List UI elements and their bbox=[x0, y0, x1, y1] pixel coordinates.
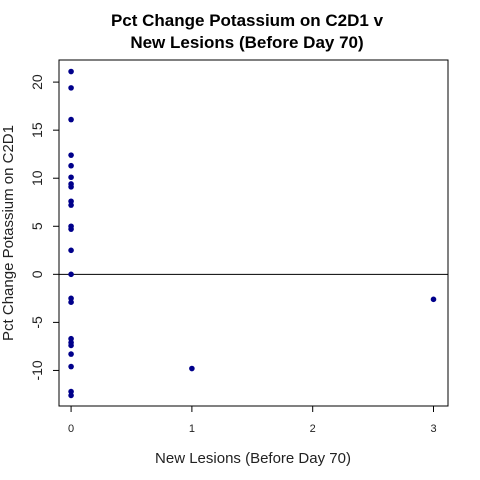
data-point bbox=[68, 116, 74, 123]
data-point bbox=[68, 299, 74, 306]
data-point bbox=[68, 226, 74, 232]
y-axis-label: Pct Change Potassium on C2D1 bbox=[0, 125, 17, 341]
data-point bbox=[68, 351, 74, 357]
data-point bbox=[68, 388, 74, 395]
data-point bbox=[68, 363, 74, 370]
data-point bbox=[68, 271, 74, 278]
x-tick-label: 2 bbox=[310, 423, 316, 435]
x-tick-label: 3 bbox=[430, 423, 436, 435]
data-point bbox=[189, 365, 195, 372]
data-point bbox=[430, 296, 437, 303]
data-point bbox=[68, 162, 74, 169]
chart-title-line-1: Pct Change Potassium on C2D1 v bbox=[111, 11, 384, 30]
data-points bbox=[68, 68, 437, 399]
data-point bbox=[68, 85, 74, 91]
data-point bbox=[68, 392, 74, 399]
y-tick-label: 10 bbox=[29, 170, 45, 186]
plot-frame bbox=[58, 59, 449, 407]
data-point bbox=[68, 174, 74, 181]
y-tick-label: 0 bbox=[29, 270, 45, 278]
data-point bbox=[68, 68, 74, 75]
y-tick-label: -10 bbox=[29, 360, 45, 380]
x-tick-label: 1 bbox=[189, 423, 195, 435]
data-point bbox=[68, 295, 74, 302]
data-point bbox=[68, 202, 74, 208]
x-axis: 0 1 2 3 bbox=[68, 406, 437, 435]
y-tick-label: 15 bbox=[29, 122, 45, 138]
y-axis: -10 -5 0 5 10 15 20 bbox=[29, 74, 59, 381]
data-point bbox=[68, 342, 74, 349]
y-tick-label: 20 bbox=[29, 74, 45, 90]
data-point bbox=[68, 247, 74, 254]
y-tick-label: -5 bbox=[29, 316, 45, 329]
y-tick-label: 5 bbox=[29, 222, 45, 230]
data-point bbox=[68, 198, 74, 205]
data-point bbox=[68, 152, 74, 158]
x-axis-label: New Lesions (Before Day 70) bbox=[155, 450, 351, 467]
chart-title-line-2: New Lesions (Before Day 70) bbox=[130, 33, 363, 52]
data-point bbox=[68, 184, 74, 190]
x-tick-label: 0 bbox=[68, 423, 74, 435]
data-point bbox=[68, 335, 74, 342]
